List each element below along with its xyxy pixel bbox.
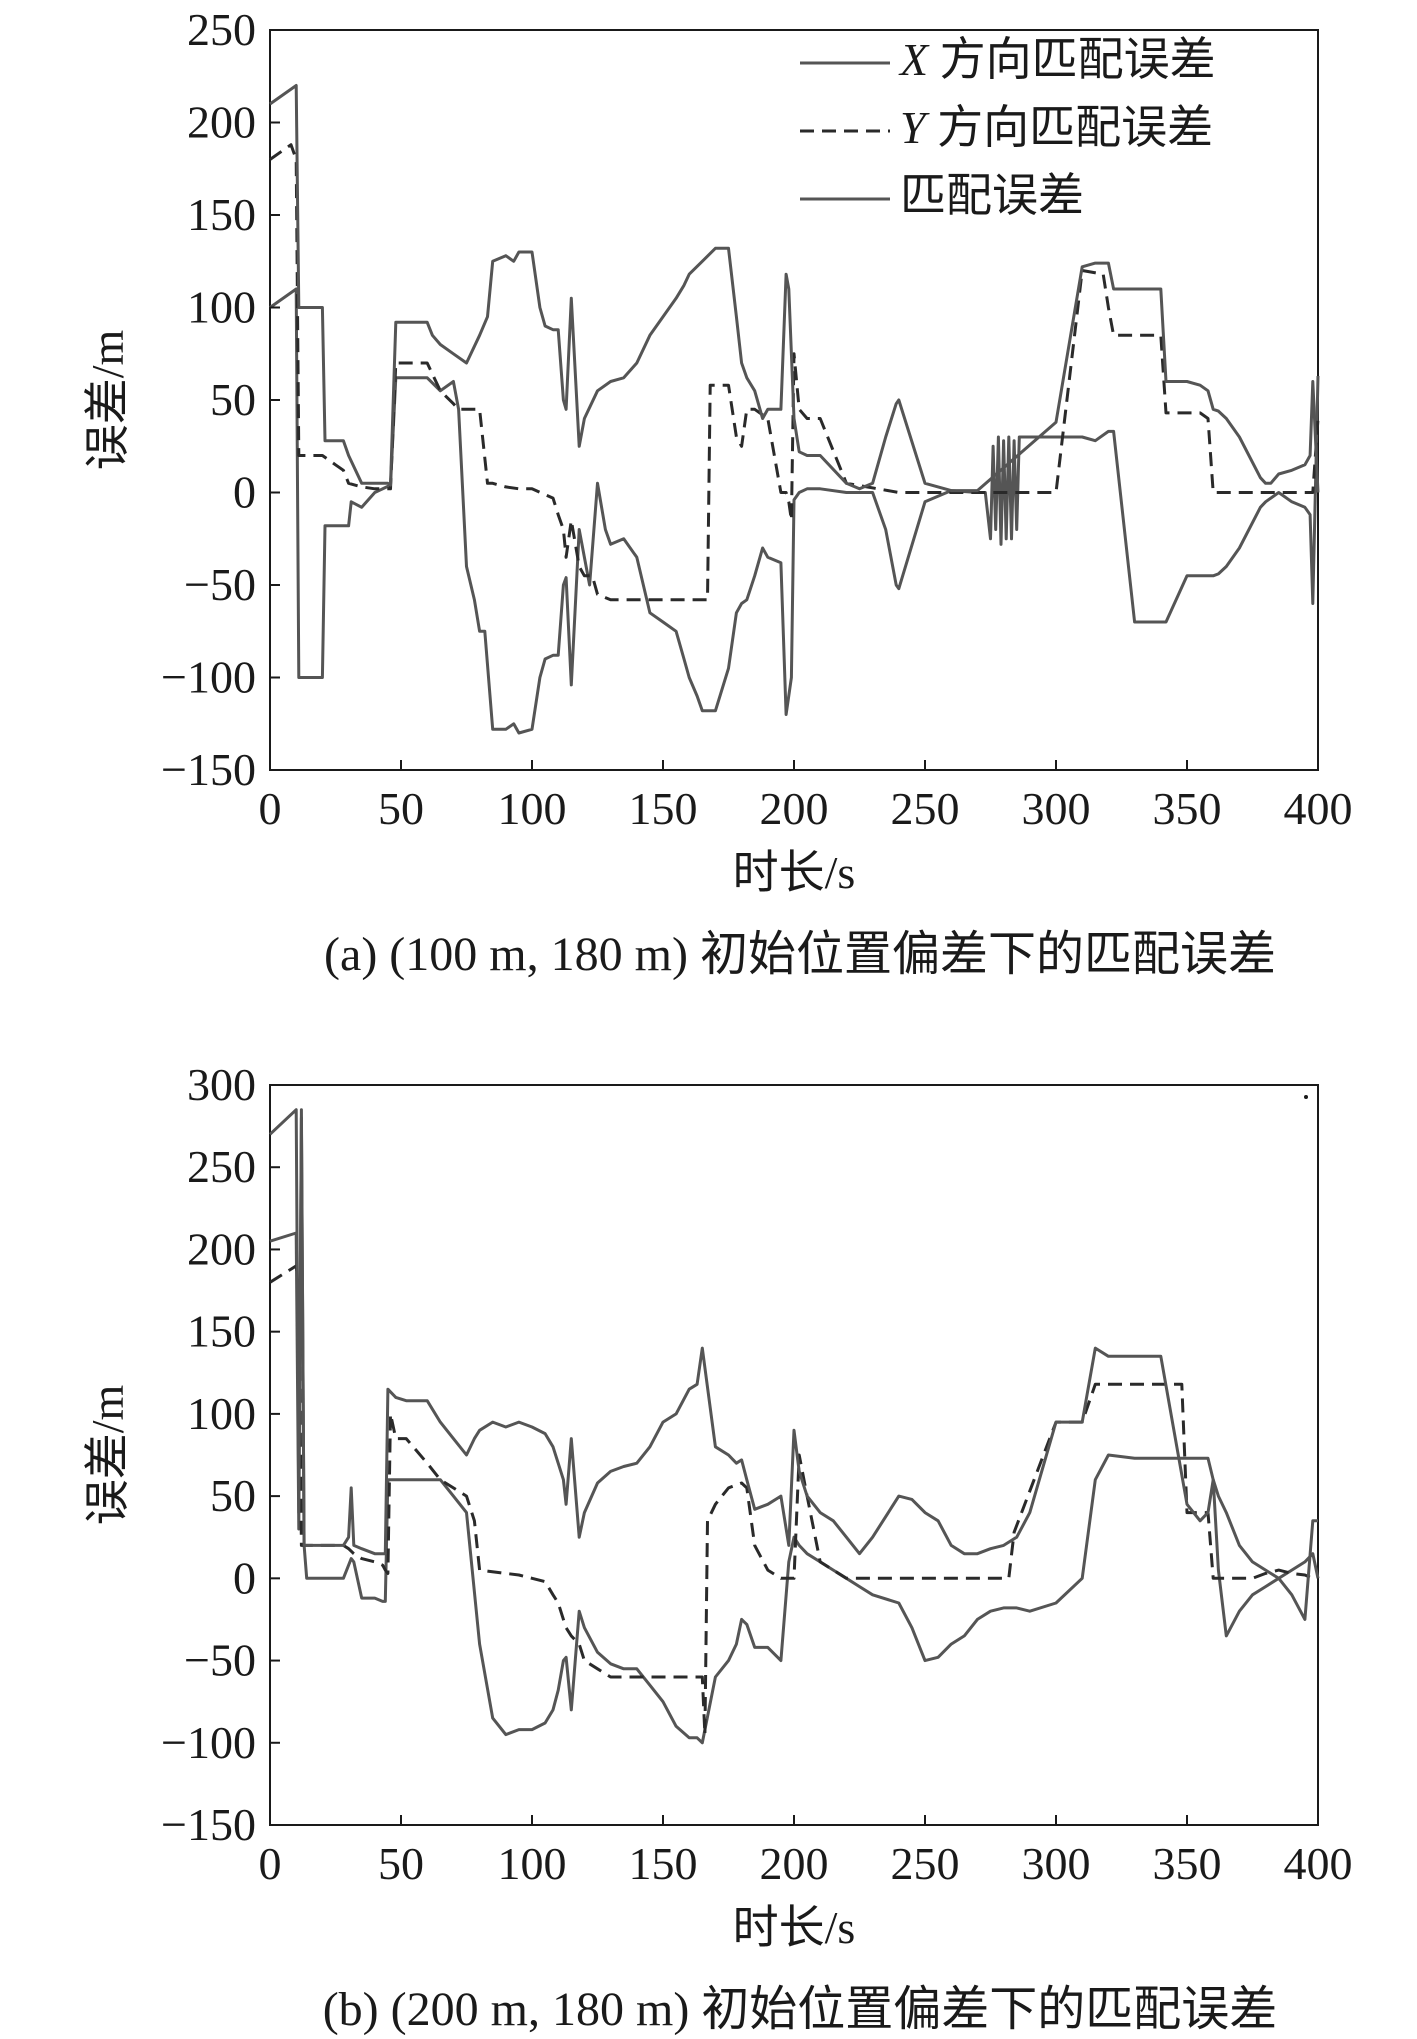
x-tick-label: 250: [891, 1838, 960, 1889]
y-tick-label: −100: [161, 1717, 256, 1768]
legend-entry-text: 方向匹配误差: [928, 34, 1216, 85]
y-tick-label: 50: [210, 374, 256, 425]
x-tick-label: 150: [629, 783, 698, 834]
x-tick-label: 50: [378, 1838, 424, 1889]
legend-entry-text: 匹配误差: [900, 170, 1084, 221]
legend-entry-axis: Y: [900, 102, 930, 153]
x-tick-label: 100: [498, 1838, 567, 1889]
y-tick-label: 100: [187, 282, 256, 333]
y-tick-label: 0: [233, 467, 256, 518]
x-tick-label: 50: [378, 783, 424, 834]
x-tick-label: 400: [1284, 1838, 1353, 1889]
legend-entry: 匹配误差: [900, 170, 1084, 221]
x-axis-label: 时长/s: [733, 847, 856, 898]
legend-entry-text: 方向匹配误差: [926, 102, 1214, 153]
x-tick-label: 100: [498, 783, 567, 834]
legend-entry-axis: X: [898, 34, 930, 85]
series-line-2: [269, 143, 1320, 602]
x-tick-label: 350: [1153, 783, 1222, 834]
x-tick-label: 200: [760, 783, 829, 834]
y-tick-label: 50: [210, 1470, 256, 1521]
y-axis-label: 误差/m: [82, 330, 133, 471]
y-tick-label: −150: [161, 744, 256, 795]
series-line-3: [269, 84, 1320, 493]
x-tick-label: 200: [760, 1838, 829, 1889]
y-tick-label: 300: [187, 1059, 256, 1110]
x-tick-label: 150: [629, 1838, 698, 1889]
y-axis-label: 误差/m: [82, 1385, 133, 1526]
x-tick-label: 300: [1022, 1838, 1091, 1889]
series-line-3: [268, 1108, 1318, 1621]
y-tick-label: 100: [187, 1388, 256, 1439]
x-tick-label: 250: [891, 783, 960, 834]
chart-a: 0 50 100 150 200 250 300 350 400 −150 −100 −50 0 50 10…: [82, 4, 1353, 981]
y-tick-label: 150: [187, 189, 256, 240]
legend-entry: X 方向匹配误差: [898, 34, 1216, 85]
y-tick-label: −50: [184, 1635, 256, 1686]
y-tick-label: −100: [161, 652, 256, 703]
legend-entry: Y 方向匹配误差: [900, 102, 1213, 153]
chart-b: 0 50 100 150 200 250 300 350 400 −150 −100 −50 0 50 10…: [82, 1059, 1353, 2036]
x-tick-label: 350: [1153, 1838, 1222, 1889]
y-tick-label: 200: [187, 97, 256, 148]
x-tick-label: 400: [1284, 783, 1353, 834]
y-tick-label: 150: [187, 1306, 256, 1357]
figure-caption: (a) (100 m, 180 m) 初始位置偏差下的匹配误差: [324, 928, 1276, 981]
y-tick-label: −150: [161, 1799, 256, 1850]
y-tick-label: 250: [187, 4, 256, 55]
x-tick-label: 300: [1022, 783, 1091, 834]
x-tick-label: 0: [259, 783, 282, 834]
figure-caption: (b) (200 m, 180 m) 初始位置偏差下的匹配误差: [323, 1983, 1278, 2036]
series-line-1: [269, 1116, 1320, 1745]
y-tick-label: 0: [233, 1552, 256, 1603]
x-axis-label: 时长/s: [733, 1902, 856, 1953]
x-tick-label: 0: [259, 1838, 282, 1889]
y-tick-label: 250: [187, 1141, 256, 1192]
series-line-2: [269, 1264, 1318, 1737]
series-line-1: [269, 287, 1320, 735]
y-tick-label: −50: [184, 559, 256, 610]
y-tick-label: 200: [187, 1223, 256, 1274]
marker-dot: [1304, 1095, 1308, 1099]
